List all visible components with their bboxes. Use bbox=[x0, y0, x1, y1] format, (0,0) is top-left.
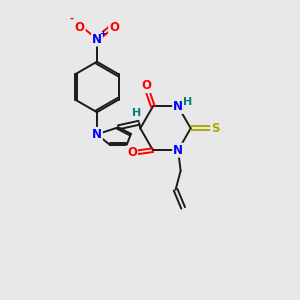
Text: N: N bbox=[92, 128, 102, 141]
Text: +: + bbox=[99, 28, 106, 38]
Text: O: O bbox=[109, 20, 119, 34]
Text: H: H bbox=[132, 109, 141, 118]
Text: H: H bbox=[183, 98, 193, 107]
Text: N: N bbox=[92, 32, 102, 46]
Text: S: S bbox=[211, 122, 220, 135]
Text: -: - bbox=[69, 14, 73, 24]
Text: O: O bbox=[75, 20, 85, 34]
Text: N: N bbox=[173, 144, 183, 157]
Text: O: O bbox=[141, 79, 151, 92]
Text: N: N bbox=[173, 100, 183, 113]
Text: O: O bbox=[127, 146, 137, 159]
